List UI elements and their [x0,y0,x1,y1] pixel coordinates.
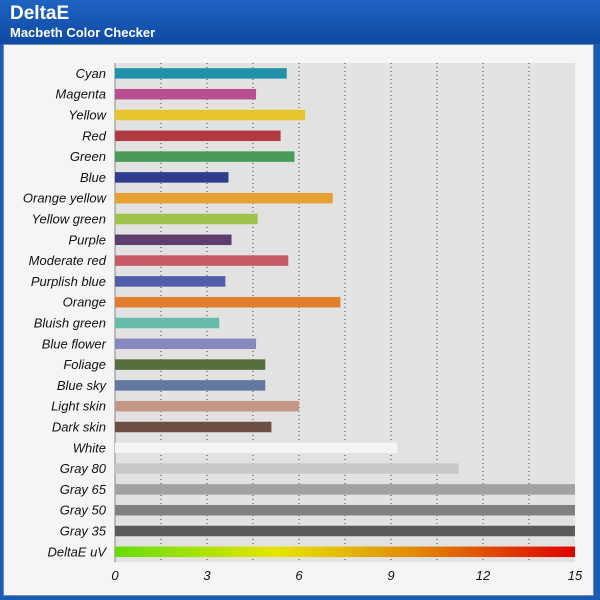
bar-purple [115,234,232,246]
chart-subtitle: Macbeth Color Checker [10,25,156,40]
bar-gray-65 [115,484,575,495]
category-label: Purple [68,232,106,247]
bar-deltae-uv [115,546,575,558]
bar-blue [115,172,229,183]
x-tick-label: 15 [568,568,583,583]
category-label: Gray 80 [60,461,107,476]
category-label: Gray 65 [60,482,107,497]
category-label: Bluish green [34,316,106,331]
bar-orange-yellow [115,192,333,204]
bar-green [115,151,295,162]
chart-title: DeltaE [10,3,70,24]
category-labels: Cyan Magenta Yellow Red Green Blue Orange yell… [23,66,108,559]
category-label: Yellow [68,108,107,123]
category-label: Orange [63,295,106,310]
category-label: Foliage [63,357,106,372]
bar-foliage [115,359,266,370]
bar-red [115,130,281,142]
x-tick-label: 12 [476,568,491,583]
bar-blue-sky [115,380,266,391]
category-label: Dark skin [52,420,106,435]
category-label: Green [70,149,106,164]
x-axis-ticks: 0 3 6 9 12 15 [111,568,583,583]
bar-purplish-blue [115,276,226,287]
category-label: Blue sky [57,378,108,393]
x-tick-label: 3 [203,568,211,583]
chart-header: DeltaE Macbeth Color Checker [0,0,600,44]
grid [114,63,575,563]
category-label: Gray 35 [60,524,107,539]
category-label: Light skin [51,399,106,414]
bar-light-skin [115,400,299,412]
category-label: Magenta [55,87,106,102]
bar-gray-50 [115,504,575,516]
category-label: Orange yellow [23,191,108,206]
category-label: Moderate red [29,253,107,268]
bar-blue-flower [115,338,257,350]
bar-yellow-green [115,213,258,225]
x-tick-label: 9 [387,568,394,583]
bar-orange [115,296,341,308]
bar-moderate-red [115,255,289,266]
bar-gray-80 [115,463,459,474]
bar-cyan [115,68,287,79]
category-label: Red [82,128,107,143]
bar-bluish-green [115,317,220,329]
category-label: Blue [80,170,106,185]
category-label: DeltaE uV [47,544,107,559]
category-label: Gray 50 [60,503,107,518]
bar-dark-skin [115,421,272,433]
category-label: White [73,440,106,455]
category-label: Blue flower [42,336,107,351]
x-tick-label: 6 [295,568,303,583]
x-tick-label: 0 [111,568,119,583]
bar-yellow [115,109,306,121]
bar-white [115,442,398,454]
bars [115,68,575,558]
category-label: Cyan [76,66,106,81]
bar-gray-35 [115,525,575,537]
category-label: Yellow green [32,212,106,227]
bar-magenta [115,88,257,100]
category-label: Purplish blue [31,274,106,289]
